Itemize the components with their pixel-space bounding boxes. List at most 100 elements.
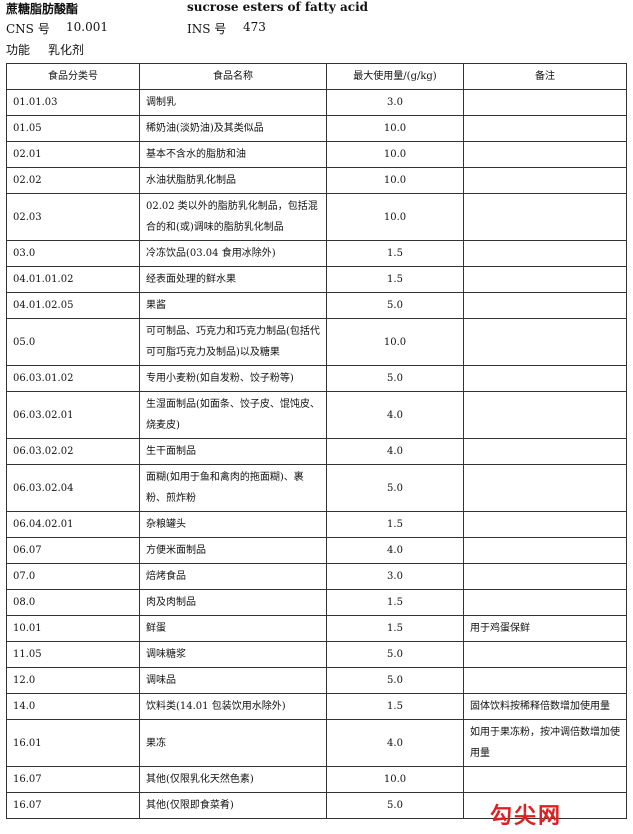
food-code: 11.05 — [6, 641, 140, 668]
food-code: 07.0 — [6, 563, 140, 590]
table-row: 08.0 肉及肉制品 1.5 — [6, 589, 627, 616]
note: 如用于果冻粉，按冲调倍数增加使用量 — [463, 719, 627, 767]
note-cell — [463, 464, 627, 512]
food-name: 02.02 类以外的脂肪乳化制品，包括混合的和(或)调味的脂肪乳化制品 — [139, 193, 327, 241]
note-cell — [463, 318, 627, 366]
food-name: 方便米面制品 — [139, 537, 327, 564]
food-code: 04.01.02.05 — [6, 292, 140, 319]
note-cell — [463, 792, 627, 819]
note-cell — [463, 292, 627, 319]
max-usage: 10.0 — [326, 167, 464, 194]
food-code: 01.05 — [6, 115, 140, 142]
max-usage: 10.0 — [326, 141, 464, 168]
note-cell — [463, 89, 627, 116]
max-usage: 10.0 — [326, 193, 464, 241]
note: 固体饮料按稀释倍数增加使用量 — [463, 693, 627, 720]
food-name: 调味品 — [139, 667, 327, 694]
name-en: sucrose esters of fatty acid — [187, 0, 369, 14]
table-row: 16.07 其他(仅限即食菜肴) 5.0 — [6, 792, 627, 819]
table-row: 06.03.02.01 生湿面制品(如面条、饺子皮、馄饨皮、烧麦皮) 4.0 — [6, 391, 627, 439]
note-cell — [463, 766, 627, 793]
max-usage: 10.0 — [326, 766, 464, 793]
note-cell — [463, 240, 627, 267]
food-code: 03.0 — [6, 240, 140, 267]
column-header: 备注 — [463, 63, 627, 90]
max-usage: 1.5 — [326, 693, 464, 720]
food-code: 02.01 — [6, 141, 140, 168]
max-usage: 1.5 — [326, 589, 464, 616]
table-row: 01.05 稀奶油(淡奶油)及其类似品 10.0 — [6, 115, 627, 142]
table-row: 06.07 方便米面制品 4.0 — [6, 537, 627, 564]
function-label: 功能 — [6, 43, 31, 57]
max-usage: 4.0 — [326, 719, 464, 767]
food-code: 01.01.03 — [6, 89, 140, 116]
food-name: 肉及肉制品 — [139, 589, 327, 616]
max-usage: 3.0 — [326, 89, 464, 116]
note-cell — [463, 141, 627, 168]
max-usage: 1.5 — [326, 615, 464, 642]
note-cell — [463, 266, 627, 293]
food-name: 生干面制品 — [139, 438, 327, 465]
food-name: 其他(仅限乳化天然色素) — [139, 766, 327, 793]
food-name: 饮料类(14.01 包装饮用水除外) — [139, 693, 327, 720]
food-code: 06.04.02.01 — [6, 511, 140, 538]
watermark: 勾尖网 — [490, 803, 563, 829]
note-cell — [463, 365, 627, 392]
max-usage: 4.0 — [326, 391, 464, 439]
food-name: 面糊(如用于鱼和禽肉的拖面糊)、裹粉、煎炸粉 — [139, 464, 327, 512]
max-usage: 5.0 — [326, 292, 464, 319]
food-name: 可可制品、巧克力和巧克力制品(包括代可可脂巧克力及制品)以及糖果 — [139, 318, 327, 366]
table-row: 02.02 水油状脂肪乳化制品 10.0 — [6, 167, 627, 194]
table-row: 06.04.02.01 杂粮罐头 1.5 — [6, 511, 627, 538]
table-row: 11.05 调味糖浆 5.0 — [6, 641, 627, 668]
table-row: 16.07 其他(仅限乳化天然色素) 10.0 — [6, 766, 627, 793]
ins: 473 — [243, 20, 266, 34]
food-name: 鲜蛋 — [139, 615, 327, 642]
food-code: 16.07 — [6, 792, 140, 819]
max-usage: 10.0 — [326, 318, 464, 366]
food-code: 06.07 — [6, 537, 140, 564]
function: 乳化剂 — [48, 43, 85, 57]
ins-label: INS 号 — [187, 22, 227, 36]
table-row: 04.01.02.05 果酱 5.0 — [6, 292, 627, 319]
table-body: 01.01.03 调制乳 3.0 01.05 稀奶油(淡奶油)及其类似品 10.0 02.0… — [6, 89, 627, 819]
note: 用于鸡蛋保鲜 — [463, 615, 627, 642]
food-code: 02.02 — [6, 167, 140, 194]
table-row: 01.01.03 调制乳 3.0 — [6, 89, 627, 116]
food-code: 16.01 — [6, 719, 140, 767]
cns: 10.001 — [66, 20, 108, 34]
max-usage: 5.0 — [326, 792, 464, 819]
food-name: 专用小麦粉(如自发粉、饺子粉等) — [139, 365, 327, 392]
table-row: 02.01 基本不含水的脂肪和油 10.0 — [6, 141, 627, 168]
food-code: 05.0 — [6, 318, 140, 366]
food-code: 06.03.02.04 — [6, 464, 140, 512]
table-row: 10.01 鲜蛋 1.5 用于鸡蛋保鲜 — [6, 615, 627, 642]
column-header: 食品名称 — [139, 63, 327, 90]
note-cell — [463, 193, 627, 241]
column-header: 最大使用量/(g/kg) — [326, 63, 464, 90]
food-name: 基本不含水的脂肪和油 — [139, 141, 327, 168]
max-usage: 5.0 — [326, 464, 464, 512]
food-code: 10.01 — [6, 615, 140, 642]
food-name: 稀奶油(淡奶油)及其类似品 — [139, 115, 327, 142]
food-name: 冷冻饮品(03.04 食用冰除外) — [139, 240, 327, 267]
food-code: 02.03 — [6, 193, 140, 241]
food-name: 调味糖浆 — [139, 641, 327, 668]
max-usage: 10.0 — [326, 115, 464, 142]
food-name: 杂粮罐头 — [139, 511, 327, 538]
note-cell — [463, 563, 627, 590]
max-usage: 1.5 — [326, 240, 464, 267]
header-row: 食品分类号 食品名称 最大使用量/(g/kg) 备注 — [6, 63, 627, 90]
table-row: 02.03 02.02 类以外的脂肪乳化制品，包括混合的和(或)调味的脂肪乳化制品… — [6, 193, 627, 241]
table-row: 05.0 可可制品、巧克力和巧克力制品(包括代可可脂巧克力及制品)以及糖果 10.0 — [6, 318, 627, 366]
table-row: 04.01.01.02 经表面处理的鲜水果 1.5 — [6, 266, 627, 293]
food-code: 06.03.02.01 — [6, 391, 140, 439]
table-row: 14.0 饮料类(14.01 包装饮用水除外) 1.5 固体饮料按稀释倍数增加使用量 — [6, 693, 627, 720]
max-usage: 4.0 — [326, 537, 464, 564]
food-name: 水油状脂肪乳化制品 — [139, 167, 327, 194]
food-name: 果冻 — [139, 719, 327, 767]
max-usage: 5.0 — [326, 365, 464, 392]
max-usage: 4.0 — [326, 438, 464, 465]
food-code: 04.01.01.02 — [6, 266, 140, 293]
